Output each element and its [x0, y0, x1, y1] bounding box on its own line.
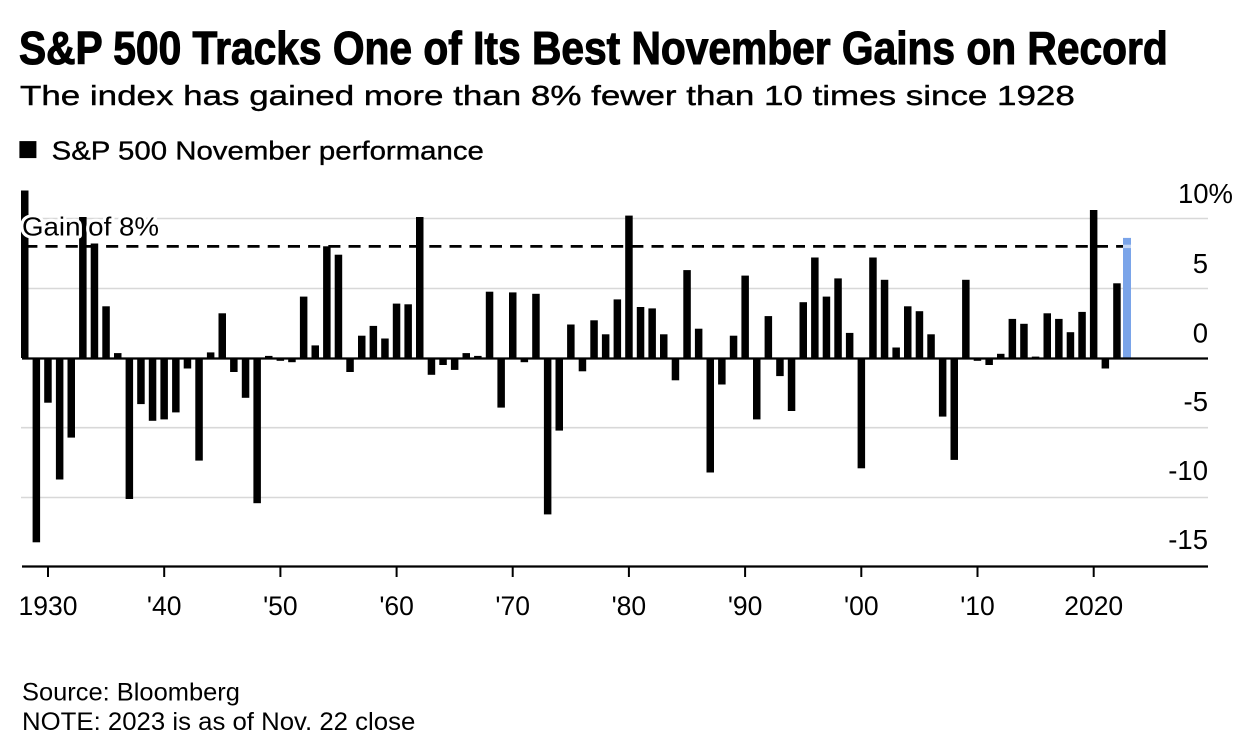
- svg-text:The index has gained more than: The index has gained more than 8% fewer …: [20, 80, 1075, 111]
- svg-text:Source: Bloomberg: Source: Bloomberg: [22, 678, 240, 706]
- svg-text:'60: '60: [379, 591, 414, 621]
- svg-text:2020: 2020: [1064, 591, 1123, 621]
- svg-text:5: 5: [1193, 248, 1208, 279]
- svg-text:S&P 500 Tracks One of Its Best: S&P 500 Tracks One of Its Best November …: [19, 22, 1168, 74]
- svg-text:'00: '00: [844, 591, 879, 621]
- svg-text:'90: '90: [728, 591, 763, 621]
- svg-text:S&P 500 November performance: S&P 500 November performance: [52, 135, 484, 165]
- svg-text:'70: '70: [495, 591, 530, 621]
- svg-text:'80: '80: [612, 591, 647, 621]
- svg-text:-10: -10: [1168, 455, 1208, 486]
- svg-text:-15: -15: [1168, 524, 1208, 555]
- svg-text:'40: '40: [147, 591, 182, 621]
- svg-text:'50: '50: [263, 591, 298, 621]
- svg-text:1930: 1930: [19, 591, 78, 621]
- svg-text:NOTE: 2023 is as of Nov. 22 cl: NOTE: 2023 is as of Nov. 22 close: [22, 708, 415, 736]
- svg-text:0: 0: [1193, 317, 1208, 348]
- svg-text:10%: 10%: [1178, 178, 1233, 209]
- svg-text:'10: '10: [960, 591, 995, 621]
- svg-text:-5: -5: [1184, 386, 1208, 417]
- svg-text:Gain of 8%: Gain of 8%: [22, 212, 159, 242]
